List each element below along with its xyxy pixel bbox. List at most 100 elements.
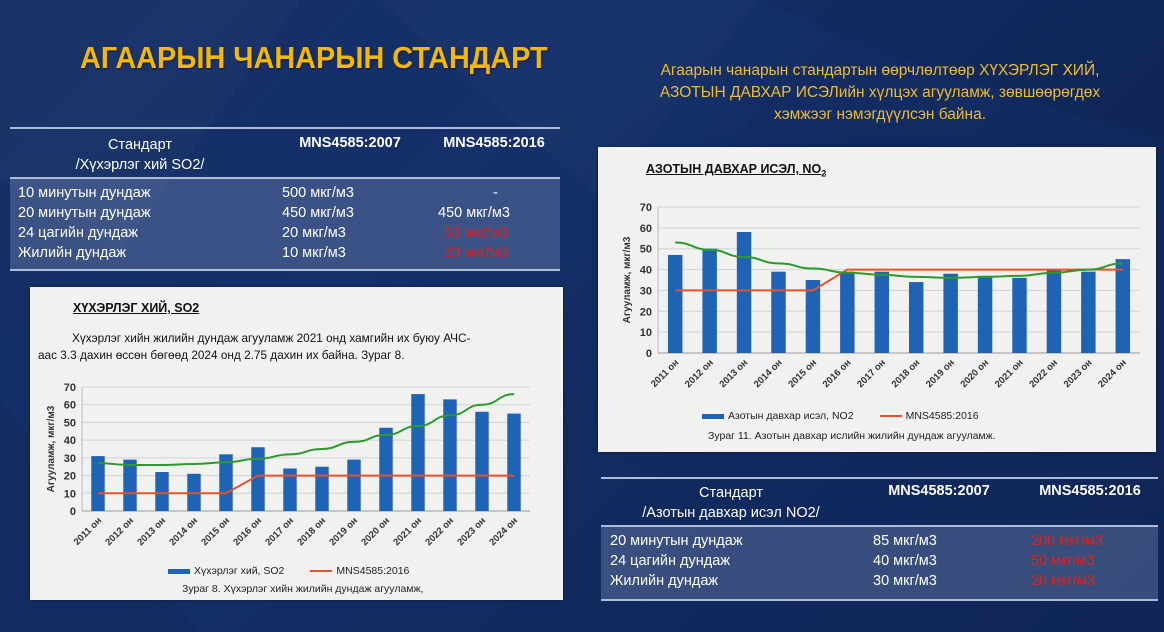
row-label: 24 цагийн дундаж: [610, 553, 730, 569]
table-body: 20 минутын дундаж 85 мкг/м3 200 мкг/м3 2…: [601, 527, 1158, 599]
y-tick-label: 30: [64, 453, 76, 465]
bar: [908, 282, 924, 353]
page-title: АГААРЫН ЧАНАРЫН СТАНДАРТ: [80, 40, 548, 75]
x-tick-label: 2023 он: [1062, 357, 1095, 390]
no2-heading-subscript: 2: [821, 168, 827, 179]
so2-standards-table: Стандарт /Хүхэрлэг хий SO2/ MNS4585:2007…: [10, 127, 560, 273]
no2-legend: Азотын давхар исэл, NO2 MNS4585:2016: [702, 410, 979, 422]
x-tick-label: 2015 он: [199, 515, 232, 548]
y-tick-label: 50: [640, 244, 652, 256]
x-tick-label: 2016 он: [821, 357, 854, 390]
no2-standards-table: Стандарт /Азотын давхар исэл NO2/ MNS458…: [601, 477, 1158, 603]
trend-line: [97, 393, 515, 466]
standard-line: [675, 268, 1123, 292]
y-tick-label: 0: [70, 506, 76, 518]
bar: [283, 468, 297, 511]
no2-caption: Зураг 11. Азотын давхар ислийн жилийн ду…: [708, 430, 996, 442]
row-v2016: 450 мкг/м3: [438, 205, 510, 221]
x-tick-label: 2023 он: [455, 515, 488, 548]
x-tick-label: 2018 он: [295, 515, 328, 548]
header-standard-line2: /Азотын давхар исэл NO2/: [642, 505, 820, 521]
bar: [840, 271, 855, 353]
x-tick-label: 2011 он: [72, 515, 105, 548]
row-v2007: 30 мкг/м3: [873, 573, 937, 589]
x-tick-label: 2022 он: [423, 515, 456, 548]
x-tick-label: 2012 он: [683, 357, 716, 390]
so2-panel-heading: ХҮХЭРЛЭГ ХИЙ, SO2: [73, 301, 200, 315]
row-v2007: 20 мкг/м3: [282, 225, 346, 241]
row-label: 20 минутын дундаж: [610, 533, 743, 549]
y-tick-label: 0: [646, 348, 652, 360]
y-tick-label: 30: [640, 285, 652, 297]
x-tick-label: 2019 он: [924, 357, 957, 390]
x-tick-label: 2013 он: [135, 515, 168, 548]
bar: [805, 280, 821, 353]
bar: [123, 459, 137, 511]
x-tick-label: 2022 он: [1027, 357, 1060, 390]
bar: [874, 271, 890, 353]
header-standard-line1: Стандарт: [108, 137, 172, 153]
x-tick-label: 2013 он: [717, 357, 750, 390]
legend-bar-label: Азотын давхар исэл, NO2: [728, 410, 854, 422]
standard-line: [98, 474, 514, 495]
row-label: Жилийн дундаж: [18, 245, 127, 261]
bar: [475, 411, 489, 511]
trend-line: [675, 241, 1123, 279]
header-standard: Стандарт /Хүхэрлэг хий SO2/: [50, 135, 230, 175]
no2-panel-heading: АЗОТЫН ДАВХАР ИСЭЛ, NO2: [646, 162, 826, 179]
x-tick-label: 2014 он: [752, 357, 785, 390]
table-header-rule: [10, 177, 560, 179]
table-bottom-rule: [601, 599, 1158, 601]
bar: [702, 248, 717, 353]
header-standard-line1: Стандарт: [699, 485, 763, 501]
y-axis-label: Агууламж, мкг/м3: [46, 405, 57, 492]
table-header-rule: [601, 525, 1158, 527]
bar: [379, 427, 393, 511]
header-mns2016: MNS4585:2016: [1039, 483, 1141, 499]
subtitle-line-3: хэмжээг нэмэгдүүлсэн байна.: [773, 106, 987, 123]
header-standard: Стандарт /Азотын давхар исэл NO2/: [621, 483, 841, 523]
bar: [315, 466, 329, 511]
subtitle: Агаарын чанарын стандартын өөрчлөлтөөр Х…: [615, 60, 1145, 126]
legend-line-label: MNS4585:2016: [336, 565, 410, 577]
y-tick-label: 20: [640, 306, 652, 318]
x-tick-label: 2016 он: [231, 515, 264, 548]
legend-bar-swatch: [702, 413, 724, 419]
x-tick-label: 2012 он: [103, 515, 136, 548]
x-tick-label: 2024 он: [1096, 357, 1129, 390]
so2-text-line2: аас 3.3 дахин өссөн бөгөөд 2024 онд 2.75…: [38, 348, 405, 362]
so2-chart-panel: ХҮХЭРЛЭГ ХИЙ, SO2 Хүхэрлэг хийн жилийн д…: [30, 287, 563, 600]
row-v2007: 40 мкг/м3: [873, 553, 937, 569]
x-tick-label: 2020 он: [359, 515, 392, 548]
legend-bar-label: Хүхэрлэг хий, SO2: [194, 565, 285, 577]
table-top-rule: [601, 477, 1158, 479]
x-tick-label: 2017 он: [263, 515, 296, 548]
bar: [347, 459, 361, 511]
row-v2016-highlight: 200 мкг/м3: [1031, 533, 1103, 549]
bar: [443, 399, 457, 511]
row-label: 24 цагийн дундаж: [18, 225, 138, 241]
x-tick-label: 2021 он: [993, 357, 1026, 390]
y-tick-label: 40: [640, 265, 652, 277]
row-label: 10 минутын дундаж: [18, 185, 151, 201]
bar: [667, 254, 683, 353]
row-v2007: 450 мкг/м3: [282, 205, 354, 221]
so2-caption: Зураг 8. Хүхэрлэг хийн жилийн дундаж агу…: [182, 583, 424, 595]
bar: [1115, 259, 1131, 353]
table-body: 10 минутын дундаж 500 мкг/м3 - 20 минуты…: [10, 179, 560, 269]
header-standard-line2: /Хүхэрлэг хий SO2/: [75, 157, 205, 173]
bar: [771, 271, 786, 353]
bar: [977, 275, 993, 353]
header-mns2016: MNS4585:2016: [443, 135, 545, 151]
bar: [411, 394, 425, 511]
table-top-rule: [10, 127, 560, 129]
bar: [1081, 271, 1096, 353]
bar: [91, 456, 105, 511]
row-v2007: 10 мкг/м3: [282, 245, 346, 261]
bar: [1046, 269, 1062, 353]
x-tick-label: 2020 он: [958, 357, 991, 390]
so2-panel-description: Хүхэрлэг хийн жилийн дундаж агууламж 202…: [38, 330, 558, 364]
legend-bar-swatch: [168, 568, 190, 574]
x-tick-label: 2024 он: [487, 515, 520, 548]
